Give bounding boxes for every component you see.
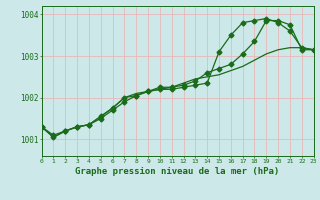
X-axis label: Graphe pression niveau de la mer (hPa): Graphe pression niveau de la mer (hPa): [76, 167, 280, 176]
